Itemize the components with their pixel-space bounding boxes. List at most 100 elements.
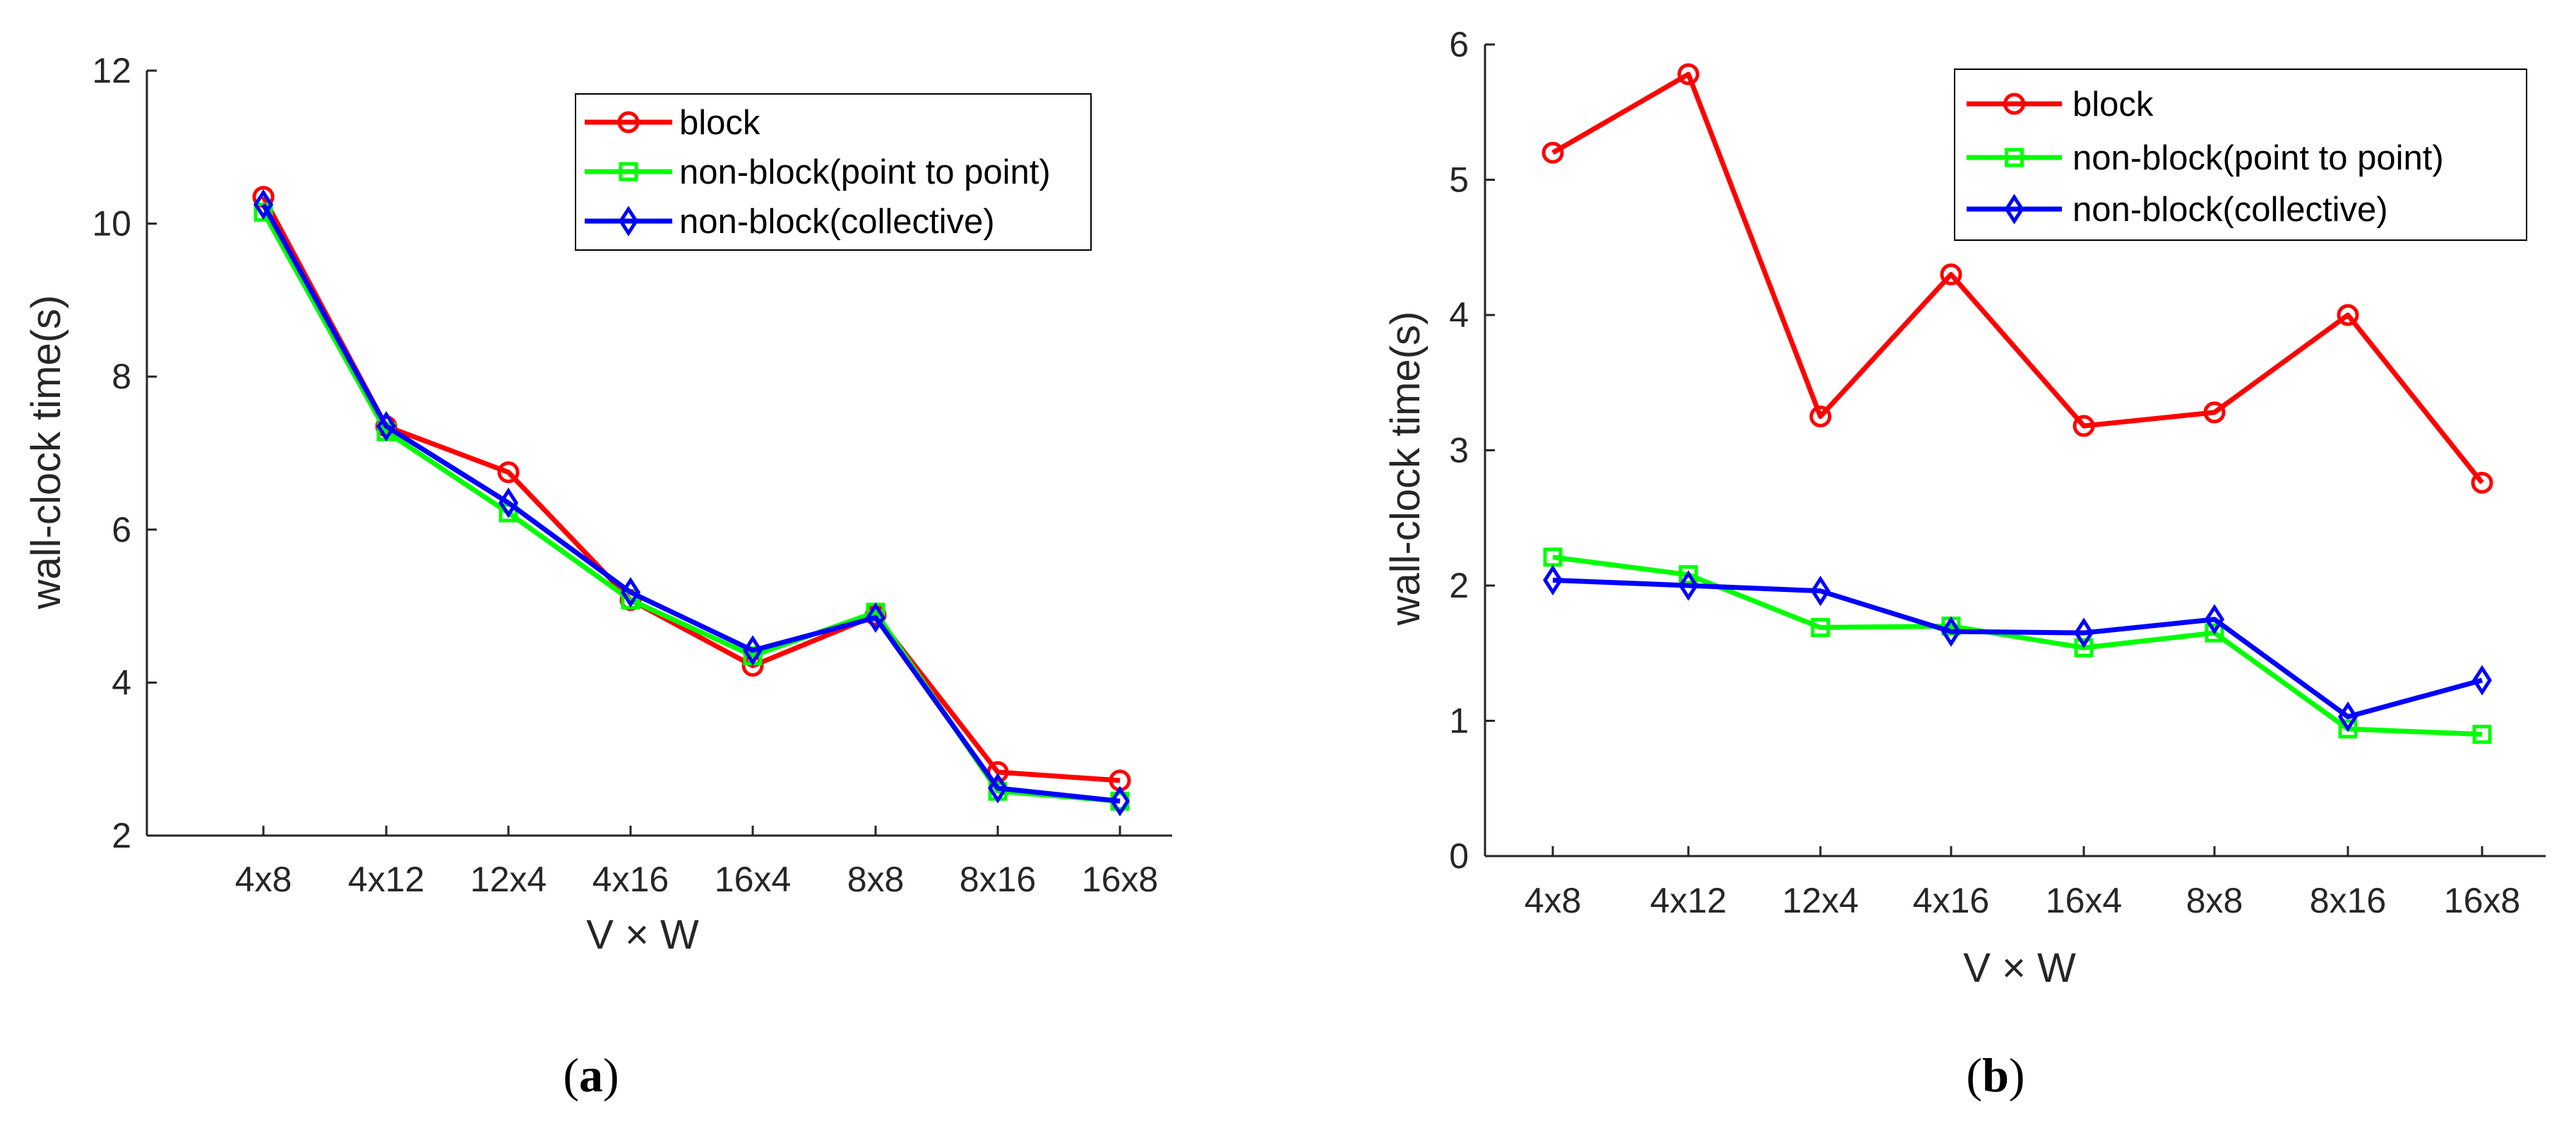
y-tick-label: 2	[1449, 566, 1469, 605]
y-tick-label: 12	[92, 51, 131, 90]
y-axis-label: wall-clock time(s)	[23, 295, 69, 610]
legend-marker-p2p	[619, 162, 638, 182]
x-tick-label: 8x16	[2310, 881, 2386, 920]
y-tick-label: 4	[112, 663, 131, 702]
data-point-collective	[2472, 665, 2492, 696]
data-point-p2p	[2074, 638, 2094, 658]
data-point-block	[2337, 304, 2359, 326]
y-tick-label: 6	[112, 510, 131, 550]
x-tick-label: 16x4	[2046, 881, 2122, 920]
series-collective	[254, 189, 1130, 817]
y-tick-label: 4	[1449, 295, 1469, 335]
x-tick-label: 12x4	[1782, 881, 1859, 920]
series-block	[252, 186, 1131, 792]
legend-entry-collective: non-block(collective)	[1967, 191, 2388, 229]
legend: block non-block(point to point) non-block(…	[575, 93, 1092, 251]
series-line-collective	[1552, 577, 2483, 720]
data-point-collective	[621, 577, 640, 608]
data-point-collective	[2074, 617, 2094, 648]
legend-entry-p2p: non-block(point to point)	[585, 153, 1051, 191]
x-tick-label: 4x16	[1913, 881, 1989, 920]
data-point-block	[2203, 401, 2226, 424]
data-point-p2p	[2338, 719, 2358, 739]
x-axis-label: V × W	[586, 912, 699, 958]
legend-label: block	[679, 104, 761, 142]
x-tick-label: 16x4	[715, 860, 791, 899]
series-block	[1542, 63, 2493, 494]
series-p2p	[1543, 547, 2492, 744]
x-tick-label: 16x8	[1082, 860, 1158, 899]
legend-marker-p2p	[2005, 148, 2024, 167]
legend-label: non-block(collective)	[2073, 191, 2388, 229]
y-tick-label: 1	[1449, 701, 1469, 741]
legend-marker-collective	[619, 206, 638, 237]
legend-box	[1954, 69, 2527, 241]
data-point-block	[2073, 415, 2095, 437]
data-point-collective	[376, 410, 396, 442]
axes: 0 1 2 3 4 5 6 4x8 4x12 12x4 4x16 16x4 8x8 8x16 16x8	[1449, 25, 2546, 920]
data-point-p2p	[1678, 565, 1698, 585]
series-line-collective	[261, 203, 1121, 804]
legend-label: block	[2073, 85, 2154, 124]
series-line-p2p	[1552, 554, 2483, 737]
data-point-block	[1940, 263, 1962, 286]
x-tick-label: 4x8	[1525, 881, 1582, 920]
y-tick-label: 6	[1449, 25, 1469, 64]
panel-caption: (a)	[563, 1048, 619, 1102]
legend-marker-block	[617, 111, 640, 133]
data-point-collective	[988, 773, 1008, 804]
x-tick-label: 12x4	[470, 860, 547, 899]
series-p2p	[254, 202, 1130, 811]
legend-label: non-block(point to point)	[679, 153, 1051, 191]
y-tick-label: 0	[1449, 836, 1469, 876]
data-point-block	[1809, 405, 1832, 428]
series-line-block	[261, 196, 1121, 783]
data-point-collective	[499, 487, 518, 518]
legend-entry-block: block	[585, 104, 761, 142]
legend-label: non-block(collective)	[679, 203, 995, 241]
data-point-p2p	[254, 202, 273, 222]
y-tick-label: 3	[1449, 431, 1469, 470]
data-point-collective	[2205, 604, 2224, 635]
data-point-p2p	[2205, 623, 2224, 643]
series-line-block	[1551, 71, 2484, 485]
series-collective	[1543, 564, 2492, 732]
chart-panel-a: wall-clock time(s) V × W 2 4 6 8 10 12 4x8 4x12…	[23, 51, 1172, 1102]
data-point-p2p	[1811, 617, 1830, 637]
legend-entry-block: block	[1967, 85, 2154, 124]
x-axis-label: V × W	[1963, 945, 2076, 991]
x-tick-label: 4x12	[348, 860, 424, 899]
legend-entry-collective: non-block(collective)	[585, 203, 995, 241]
legend-marker-block	[2003, 93, 2025, 115]
data-point-block	[1542, 141, 1564, 164]
x-tick-label: 8x16	[960, 860, 1036, 899]
legend-label: non-block(point to point)	[2073, 139, 2444, 177]
x-tick-label: 8x8	[847, 860, 905, 899]
x-tick-label: 8x8	[2186, 881, 2243, 920]
data-point-collective	[254, 189, 273, 220]
data-point-collective	[2338, 701, 2358, 732]
y-tick-label: 5	[1449, 160, 1469, 200]
data-point-collective	[1941, 616, 1961, 647]
x-tick-label: 4x12	[1650, 881, 1727, 920]
series-line-p2p	[261, 210, 1121, 804]
chart-panel-b: wall-clock time(s) V × W 0 1 2 3 4 5 6 4x8 4x12 1…	[1383, 25, 2546, 1102]
y-tick-label: 10	[92, 204, 131, 244]
x-tick-label: 4x8	[235, 860, 292, 899]
series-layer	[252, 186, 1131, 817]
data-point-collective	[1811, 576, 1830, 607]
data-point-collective	[743, 635, 763, 666]
data-point-collective	[866, 602, 886, 633]
x-tick-label: 4x16	[592, 860, 669, 899]
y-tick-label: 8	[112, 357, 131, 396]
x-tick-label: 16x8	[2444, 881, 2520, 920]
y-axis-label: wall-clock time(s)	[1383, 311, 1429, 627]
y-tick-label: 2	[112, 816, 131, 855]
legend-marker-collective	[2004, 194, 2025, 225]
data-point-collective	[1110, 785, 1130, 817]
data-point-p2p	[2472, 725, 2492, 744]
panel-caption: (b)	[1966, 1048, 2025, 1102]
axes: 2 4 6 8 10 12 4x8 4x12 12x4 4x16 16x4 8x8 8x16 16x8	[92, 51, 1172, 899]
data-point-block	[497, 461, 520, 484]
